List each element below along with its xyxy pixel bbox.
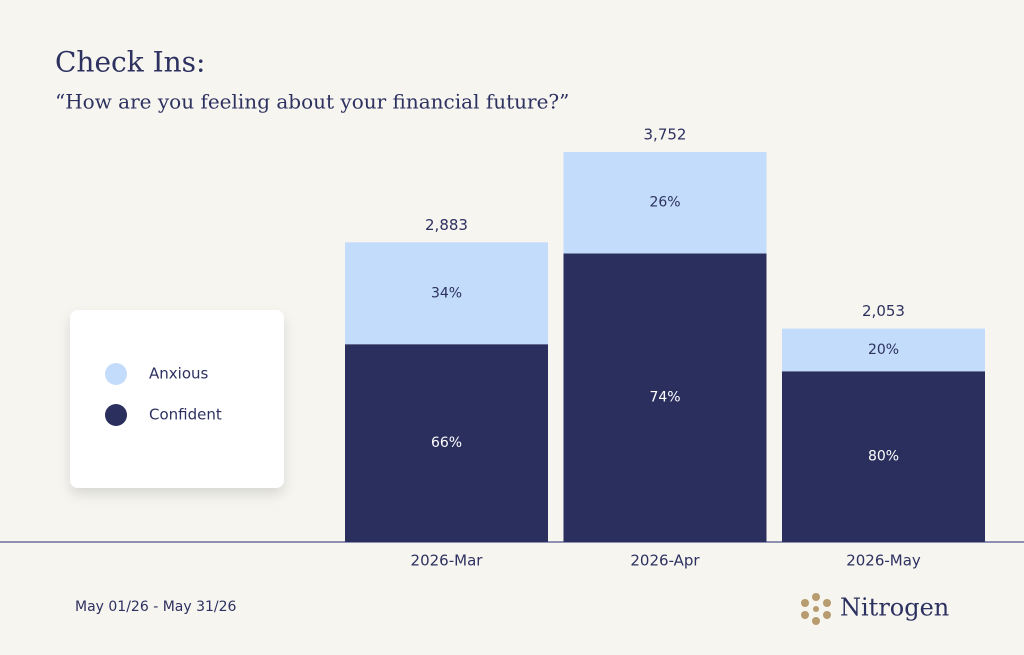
legend-label: Anxious bbox=[149, 365, 208, 383]
total-label: 3,752 bbox=[644, 126, 687, 144]
legend-box bbox=[70, 310, 284, 488]
bar-segment bbox=[345, 242, 548, 345]
brand-logo bbox=[801, 593, 831, 625]
chart-subtitle: “How are you feeling about your financia… bbox=[55, 90, 569, 114]
x-tick-label: 2026-Mar bbox=[411, 552, 484, 570]
legend-swatch bbox=[105, 404, 127, 426]
x-tick-label: 2026-May bbox=[846, 552, 921, 570]
segment-label: 20% bbox=[868, 342, 899, 358]
brand-name: Nitrogen bbox=[840, 594, 949, 622]
segment-label: 74% bbox=[649, 390, 680, 406]
total-label: 2,883 bbox=[425, 216, 468, 234]
chart-title: Check Ins: bbox=[55, 46, 205, 79]
segment-label: 66% bbox=[431, 435, 462, 451]
total-label: 2,053 bbox=[862, 302, 905, 320]
segment-label: 26% bbox=[649, 195, 680, 211]
legend-label: Confident bbox=[149, 406, 222, 424]
bar-segment bbox=[345, 344, 548, 542]
bar-segment bbox=[563, 152, 767, 254]
x-tick-label: 2026-Apr bbox=[630, 552, 700, 570]
legend-swatch bbox=[105, 363, 127, 385]
date-range: May 01/26 - May 31/26 bbox=[75, 599, 237, 615]
segment-label: 34% bbox=[431, 285, 462, 301]
bar-segment bbox=[782, 371, 985, 542]
bar-segment bbox=[563, 253, 767, 542]
bar-segment bbox=[782, 328, 985, 372]
segment-label: 80% bbox=[868, 449, 899, 465]
